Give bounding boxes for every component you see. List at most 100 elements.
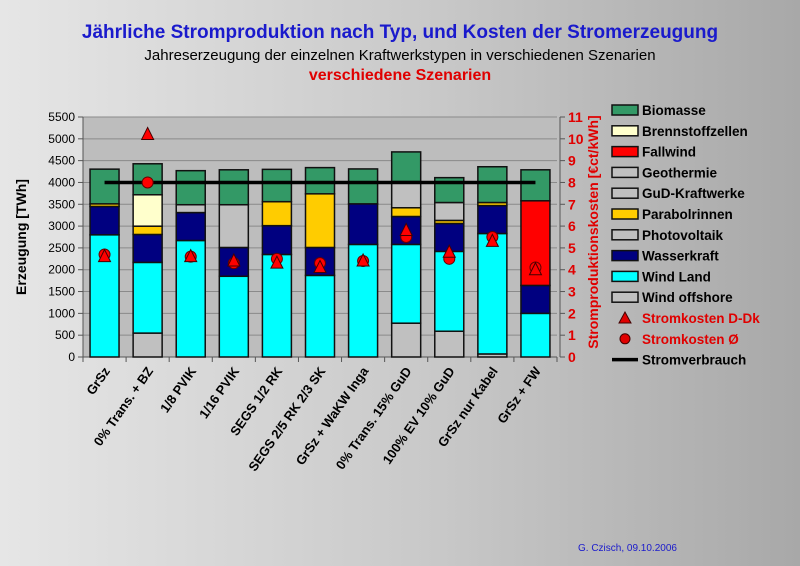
legend-label: Wind offshore — [642, 290, 733, 305]
legend-item-geothermie: Geothermie — [611, 165, 718, 180]
y-tick-label: 3000 — [48, 219, 75, 233]
chart-title: Jährliche Stromproduktion nach Typ, und … — [81, 22, 719, 43]
legend-label: GuD-Kraftwerke — [642, 186, 745, 201]
y2-tick-label: 3 — [568, 284, 576, 300]
y-tick-label: 500 — [55, 328, 75, 342]
y-tick-label: 4000 — [48, 175, 75, 189]
bar-segment-photovoltaik — [175, 203, 206, 214]
legend-swatch — [611, 291, 639, 303]
legend-item-gud-kraftwerke: GuD-Kraftwerke — [611, 186, 745, 201]
y2-tick-label: 8 — [568, 174, 576, 190]
legend-swatch — [611, 229, 639, 241]
legend-item-parabolrinnen: Parabolrinnen — [611, 207, 733, 222]
y-tick-label: 1000 — [48, 306, 75, 320]
legend-item-wind-offshore: Wind offshore — [611, 290, 733, 305]
legend-label: Photovoltaik — [642, 228, 723, 243]
legend-item-biomasse: Biomasse — [611, 103, 706, 118]
bar-stack-1 — [132, 163, 163, 358]
legend-swatch — [611, 208, 639, 220]
bar-segment-wasserkraft — [175, 211, 206, 242]
y2-tick-label: 11 — [568, 109, 583, 125]
legend-swatch — [611, 125, 639, 137]
bar-segment-biomasse — [89, 168, 120, 205]
cost-triangle-marker — [528, 261, 543, 276]
bar-segment-biomasse — [175, 169, 206, 206]
bar-stack-8 — [434, 176, 465, 358]
x-tick-label: SEGS 2/5 RK 2/3 SK — [245, 364, 329, 474]
cost-triangle-marker — [399, 222, 413, 236]
bar-stack-0 — [89, 168, 120, 358]
y2-tick-label: 10 — [568, 131, 584, 147]
cost-triangle-marker — [183, 248, 198, 263]
bar-segment-wasserkraft — [89, 205, 120, 236]
bar-segment-parabolrinnen — [390, 207, 422, 218]
y2-tick-label: 6 — [568, 218, 576, 234]
y2-tick-label: 1 — [568, 327, 576, 343]
x-tick-label: GrSz — [83, 364, 113, 398]
bar-segment-biomasse — [520, 169, 551, 202]
bar-segment-wind-land — [477, 232, 508, 355]
legend-circle-icon — [619, 333, 631, 345]
y-tick-label: 4500 — [48, 154, 75, 168]
y2-tick-label: 0 — [568, 349, 576, 365]
cost-triangle-marker — [313, 259, 327, 274]
bar-segment-wind-land — [520, 312, 551, 358]
bar-segment-photovoltaik — [218, 203, 250, 249]
y2-axis-title: Stromproduktionskosten [€ct/kWh] — [585, 115, 601, 348]
cost-circle-marker — [141, 176, 154, 189]
legend-item-wind-land: Wind Land — [611, 269, 711, 284]
chart-subtitle-overlay: verschiedene Szenarien — [308, 67, 492, 84]
y-tick-label: 0 — [68, 350, 75, 364]
bar-segment-parabolrinnen — [304, 193, 336, 249]
legend-swatch — [611, 166, 639, 179]
x-tick-label: 1/16 PVIK — [196, 364, 243, 422]
y2-tick-label: 2 — [568, 305, 576, 321]
legend-swatch — [611, 270, 639, 283]
legend-label: Fallwind — [642, 145, 696, 160]
bar-segment-wasserkraft — [520, 284, 551, 315]
bar-segment-biomasse — [347, 168, 379, 205]
legend-label: Parabolrinnen — [642, 207, 733, 222]
y-tick-label: 5000 — [48, 132, 75, 146]
y-tick-label: 1500 — [48, 285, 75, 299]
cost-triangle-marker — [227, 252, 241, 267]
y-tick-label: 2000 — [48, 263, 75, 277]
cost-triangle-marker — [485, 233, 500, 247]
cost-triangle-marker — [356, 252, 370, 267]
bar-segment-wasserkraft — [477, 204, 508, 235]
legend-label: Wasserkraft — [642, 249, 719, 264]
bar-segment-gud-kraftwerke — [390, 180, 422, 209]
bar-segment-wasserkraft — [347, 203, 379, 246]
bar-segment-wind-land — [390, 243, 422, 324]
legend-label: Brennstoffzellen — [642, 124, 748, 139]
bar-segment-wind-offshore — [434, 330, 465, 358]
legend-swatch — [611, 249, 639, 262]
bar-stack-6 — [347, 168, 379, 358]
x-tick-label: GrSz + FW — [494, 364, 544, 427]
legend-label: Stromkosten D-Dk — [642, 311, 760, 326]
bar-segment-wind-land — [304, 274, 336, 358]
bar-segment-gud-kraftwerke — [434, 201, 465, 222]
legend-swatch — [611, 145, 639, 158]
bar-stack-7 — [390, 151, 422, 358]
bar-segment-wasserkraft — [261, 224, 293, 256]
legend-item-stromkosten-: Stromkosten Ø — [619, 332, 739, 347]
bar-segment-wind-offshore — [132, 332, 163, 358]
bar-segment-biomasse — [261, 168, 293, 203]
bar-segment-brennstoffzellen — [132, 194, 163, 227]
bar-segment-wind-offshore — [390, 322, 422, 358]
bar-stack-4 — [261, 168, 293, 358]
legend-item-stromverbrauch: Stromverbrauch — [612, 353, 746, 368]
legend-item-wasserkraft: Wasserkraft — [611, 249, 719, 264]
chart-subtitle: Jahreserzeugung der einzelnen Kraftwerks… — [144, 47, 656, 64]
bar-stack-2 — [175, 169, 206, 358]
y-tick-label: 5500 — [48, 110, 75, 124]
cost-triangle-marker — [97, 248, 112, 263]
legend-label: Wind Land — [642, 269, 711, 284]
bar-segment-biomasse — [390, 151, 422, 183]
bar-segment-biomasse — [477, 165, 508, 204]
y2-tick-label: 7 — [568, 196, 576, 212]
bar-segment-parabolrinnen — [132, 225, 163, 236]
bar-segment-wind-land — [218, 275, 250, 358]
legend-label: Geothermie — [642, 165, 718, 180]
